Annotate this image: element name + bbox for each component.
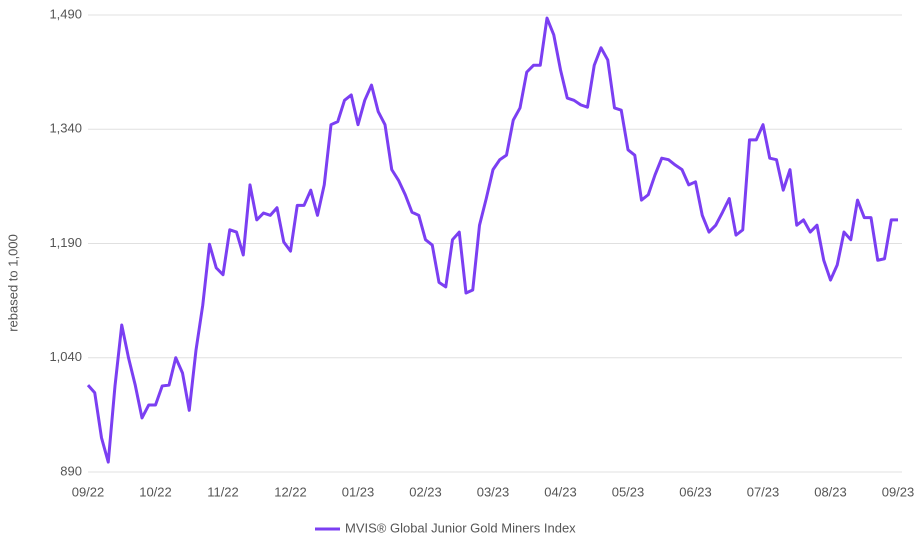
y-tick-label: 1,490 xyxy=(49,6,82,21)
data-line xyxy=(86,16,898,464)
y-tick-label: 890 xyxy=(60,463,82,478)
y-tick-label: 1,340 xyxy=(49,121,82,136)
y-axis-label: rebased to 1,000 xyxy=(5,234,20,332)
x-tick-label: 07/23 xyxy=(747,484,780,499)
x-tick-label: 09/22 xyxy=(72,484,105,499)
x-tick-label: 10/22 xyxy=(139,484,172,499)
x-tick-label: 09/23 xyxy=(882,484,915,499)
x-tick-label: 01/23 xyxy=(342,484,375,499)
x-tick-label: 06/23 xyxy=(679,484,712,499)
x-tick-label: 05/23 xyxy=(612,484,645,499)
y-tick-label: 1,190 xyxy=(49,235,82,250)
x-tick-label: 12/22 xyxy=(274,484,307,499)
legend-label: MVIS® Global Junior Gold Miners Index xyxy=(345,520,576,535)
x-tick-label: 11/22 xyxy=(207,484,239,499)
x-tick-label: 04/23 xyxy=(544,484,577,499)
x-tick-label: 03/23 xyxy=(477,484,510,499)
x-tick-label: 08/23 xyxy=(814,484,847,499)
x-tick-label: 02/23 xyxy=(409,484,442,499)
y-tick-label: 1,040 xyxy=(49,349,82,364)
